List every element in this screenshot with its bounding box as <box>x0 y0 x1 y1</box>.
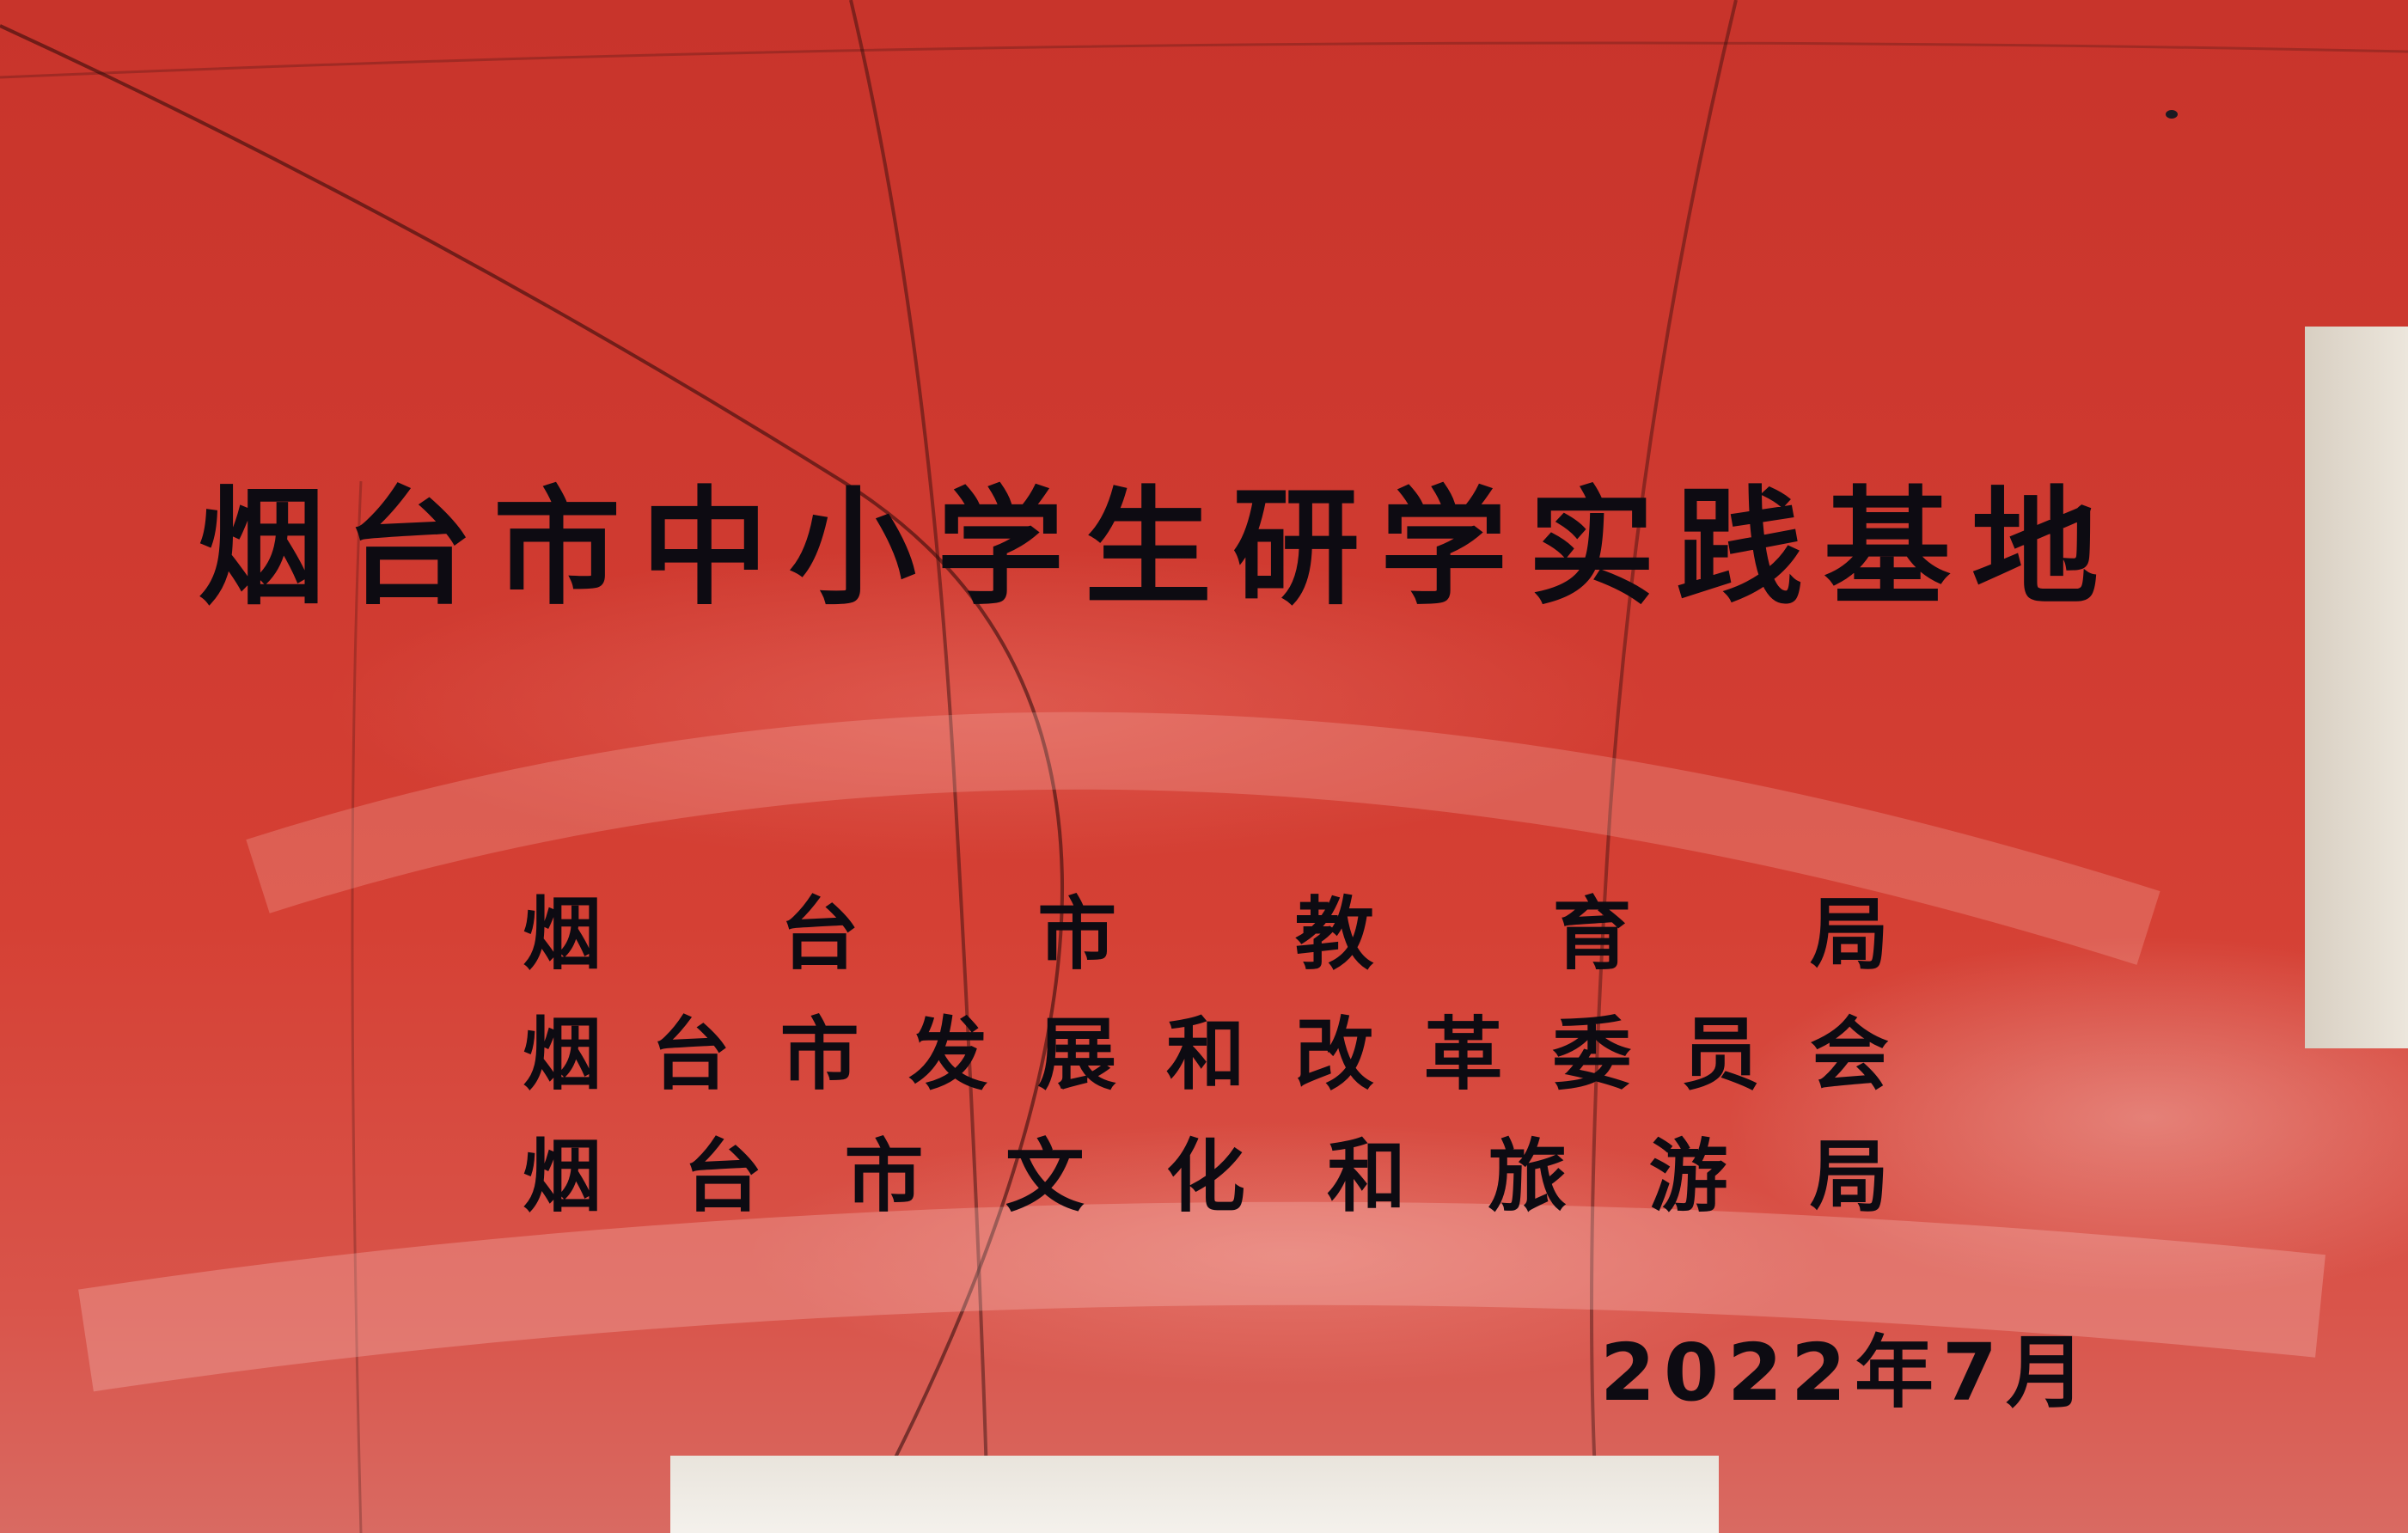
issue-date: 2022年7月 <box>1600 1327 2094 1419</box>
issuer-char: 烟 <box>523 1009 602 1101</box>
issuer-char: 市 <box>844 1131 924 1223</box>
issuer-line: 烟台市教育局 <box>523 883 1889 986</box>
issuer-char: 市 <box>779 1009 859 1101</box>
issuer-char: 旅 <box>1488 1131 1568 1223</box>
issuer-char: 教 <box>1294 889 1374 980</box>
issuer-char: 发 <box>908 1009 988 1101</box>
issuer-char: 局 <box>1809 1131 1889 1223</box>
issuer-char: 游 <box>1648 1131 1728 1223</box>
issuer-char: 文 <box>1005 1131 1085 1223</box>
issuer-char: 化 <box>1165 1131 1245 1223</box>
dust-speck <box>2166 110 2178 119</box>
issuer-char: 委 <box>1552 1009 1632 1101</box>
issuer-char: 改 <box>1294 1009 1374 1101</box>
issuer-char: 烟 <box>523 889 602 980</box>
issuer-char: 市 <box>1037 889 1117 980</box>
issuer-char: 会 <box>1809 1009 1889 1101</box>
issuer-char: 革 <box>1423 1009 1503 1101</box>
issuer-char: 台 <box>683 1131 763 1223</box>
issuer-char: 局 <box>1809 889 1889 980</box>
issuer-line: 烟台市文化和旅游局 <box>523 1126 1889 1229</box>
issuer-char: 台 <box>651 1009 730 1101</box>
background-wall <box>2305 327 2408 1048</box>
background-floor <box>670 1456 1719 1533</box>
issuer-char: 和 <box>1165 1009 1245 1101</box>
issuer-char: 展 <box>1037 1009 1117 1101</box>
issuer-line: 烟台市发展和改革委员会 <box>523 1004 1889 1107</box>
issuer-char: 台 <box>779 889 859 980</box>
issuer-char: 烟 <box>523 1131 602 1223</box>
issuer-char: 和 <box>1327 1131 1407 1223</box>
issuer-char: 育 <box>1552 889 1632 980</box>
plaque-title: 烟台市中小学生研学实践基地 <box>198 474 2119 622</box>
issuer-char: 员 <box>1681 1009 1761 1101</box>
